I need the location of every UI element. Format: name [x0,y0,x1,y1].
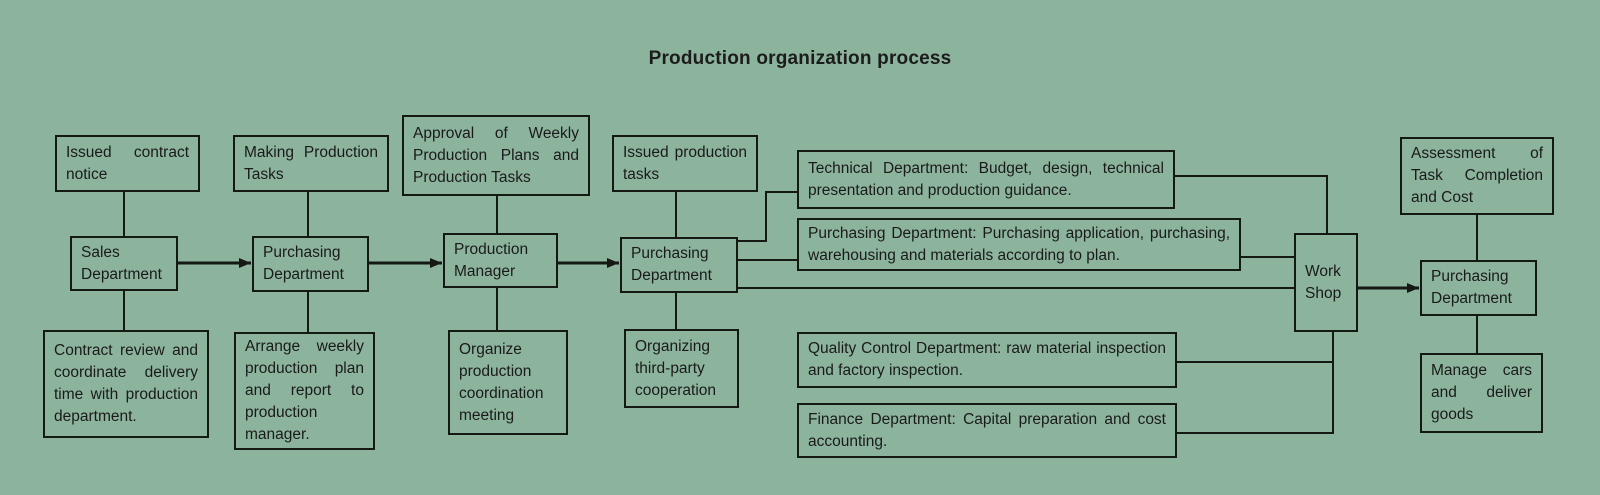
node-label: Purchasing Department [631,245,712,284]
node-label: Purchasing Department [1431,268,1512,307]
node-label: Approval of Weekly Production Plans and … [413,124,579,186]
node-label: Technical Department: Budget, design, te… [808,159,1164,199]
node-approval-weekly-plans: Approval of Weekly Production Plans and … [402,115,590,196]
node-label: Arrange weekly production plan and repor… [245,338,364,443]
node-purchasing-department-detail: Purchasing Department: Purchasing applic… [797,218,1241,271]
node-label: Purchasing Department [263,244,344,283]
node-purchasing-department-1: Purchasing Department [252,236,369,292]
node-label: Assessment of Task Completion and Cost [1411,145,1543,206]
node-sales-department: Sales Department [70,236,178,291]
node-label: Manage cars and deliver goods [1431,362,1532,423]
node-purchasing-department-3: Purchasing Department [1420,260,1537,316]
node-label: Organizing third-party cooperation [635,337,717,399]
node-production-manager: Production Manager [443,233,558,288]
node-finance-department: Finance Department: Capital preparation … [797,403,1177,458]
node-label: Production Manager [454,240,529,280]
node-technical-department: Technical Department: Budget, design, te… [797,150,1175,209]
node-making-production-tasks: Making Production Tasks [233,135,389,192]
node-label: Work Shop [1305,262,1342,302]
diagram-title: Production organization process [648,48,952,69]
node-organizing-third-party: Organizing third-party cooperation [624,329,739,408]
node-issued-contract-notice: Issued contract notice [55,135,200,192]
node-label: Sales Department [81,243,162,283]
node-arrange-weekly-plan: Arrange weekly production plan and repor… [234,332,375,450]
node-label: Organize production coordination meeting [459,340,544,424]
node-contract-review: Contract review and coordinate delivery … [43,330,209,438]
node-label: Finance Department: Capital preparation … [808,410,1166,450]
node-work-shop: Work Shop [1294,233,1358,332]
node-issued-production-tasks: Issued production tasks [612,135,758,192]
node-assessment-task-completion: Assessment of Task Completion and Cost [1400,137,1554,215]
node-organize-coordination-meeting: Organize production coordination meeting [448,330,568,435]
node-quality-control-department: Quality Control Department: raw material… [797,332,1177,388]
node-label: Issued contract notice [66,143,189,183]
node-label: Making Production Tasks [244,143,378,183]
node-purchasing-department-2: Purchasing Department [620,237,738,293]
node-label: Issued production tasks [623,143,747,183]
node-label: Quality Control Department: raw material… [808,340,1166,379]
node-manage-cars-deliver-goods: Manage cars and deliver goods [1420,353,1543,433]
node-label: Purchasing Department: Purchasing applic… [808,224,1230,264]
node-label: Contract review and coordinate delivery … [54,342,198,425]
